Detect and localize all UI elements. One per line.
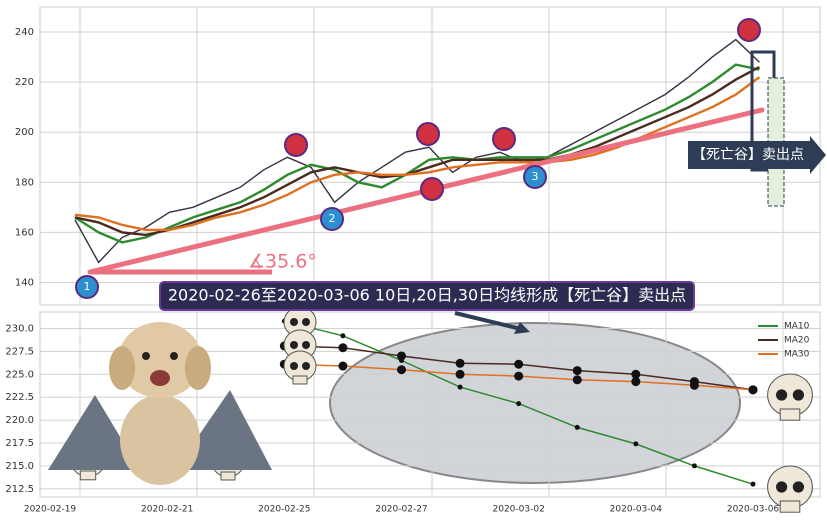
x-tick-label: 2020-02-19 [24,505,77,515]
x-tick-label: 2020-02-21 [141,505,193,515]
y-tick-label: 180 [15,177,34,188]
pointer-head [514,322,530,334]
series-line [74,38,760,264]
data-point [455,358,465,368]
skull-jaw [779,408,801,421]
marker-label: 2 [329,212,336,225]
x-tick-label: 2020-03-02 [493,505,545,515]
data-point [455,369,465,379]
y-tick-label: 200 [15,127,34,138]
data-point [748,385,758,395]
data-point [338,361,348,371]
data-point [631,369,641,379]
data-point [574,424,580,430]
y-tick-label: 217.5 [5,438,34,449]
dog-ear [109,346,135,390]
dog-ear [185,346,211,390]
y-tick-label: 220 [15,77,34,88]
data-point [338,343,348,353]
skull-jaw [292,375,308,385]
data-point [631,377,641,387]
data-point [689,380,699,390]
dog-eye [142,352,150,360]
data-point [397,351,406,361]
dog-body [120,395,200,485]
note-icon [420,177,444,201]
data-point [516,401,522,407]
marker [320,207,344,231]
dog-head [118,322,202,398]
y-tick-label: 220.0 [5,415,34,426]
note-icon [737,18,761,42]
note-icon [284,133,308,157]
skull-eye [290,318,298,326]
skull-eye [792,481,805,493]
title-box [159,281,695,311]
sell-banner [688,136,826,174]
sell-label: 【死亡谷】卖出点 [692,147,804,163]
series-line [74,63,760,244]
data-point [691,463,697,469]
skull-eye [290,341,298,349]
skull-eye [792,389,805,401]
skull-eye [776,481,788,493]
legend-label: MA30 [784,350,810,360]
marker-label: 3 [532,170,539,183]
skull-eye [290,362,298,370]
y-tick-label: 215.0 [5,461,34,472]
y-tick-label: 222.5 [5,392,34,403]
data-point [514,359,524,369]
y-tick-label: 140 [15,277,34,288]
x-tick-label: 2020-02-27 [375,505,427,515]
series-line [74,76,761,232]
y-tick-label: 227.5 [5,346,34,357]
data-point [397,365,406,375]
data-point [514,371,524,381]
series-line [74,66,760,237]
marker [75,275,99,299]
dog [48,322,272,485]
y-tick-label: 212.5 [5,484,34,495]
y-tick-label: 240 [15,27,34,38]
angle-label: ∡35.6° [248,251,317,273]
x-tick-label: 2020-02-25 [258,505,310,515]
legend-label: MA10 [784,322,810,332]
mountain [175,390,272,470]
data-point [457,384,463,390]
marker-label: 1 [84,280,91,293]
dog-eye [170,352,178,360]
data-point [340,333,346,339]
mountain [48,395,140,470]
note-icon [416,122,440,146]
legend-label: MA20 [784,336,810,346]
dog-mouth [150,370,170,386]
skull-jaw [220,471,236,481]
x-tick-label: 2020-03-06 [727,505,780,515]
skull-jaw [79,470,97,481]
marker [523,165,547,189]
skull-eye [302,362,310,370]
pointer-arrow [454,311,526,332]
highlight-ellipse [329,322,741,484]
x-tick-label: 2020-03-04 [610,505,663,515]
skull-eye [302,341,310,349]
data-point [572,375,582,385]
skull-eye [776,389,788,401]
markers: 1 2 3 [75,18,761,299]
data-point [572,366,582,376]
skull-eye [302,318,310,326]
data-point [750,481,756,487]
data-point [633,441,639,447]
note-icon [492,127,516,151]
title: 2020-02-26至2020-03-06 10日,20日,30日均线形成【死亡… [168,286,686,305]
skull-jaw [779,500,801,513]
y-tick-label: 225.0 [5,369,34,380]
y-tick-label: 230.0 [5,323,34,334]
y-tick-label: 160 [15,227,34,238]
